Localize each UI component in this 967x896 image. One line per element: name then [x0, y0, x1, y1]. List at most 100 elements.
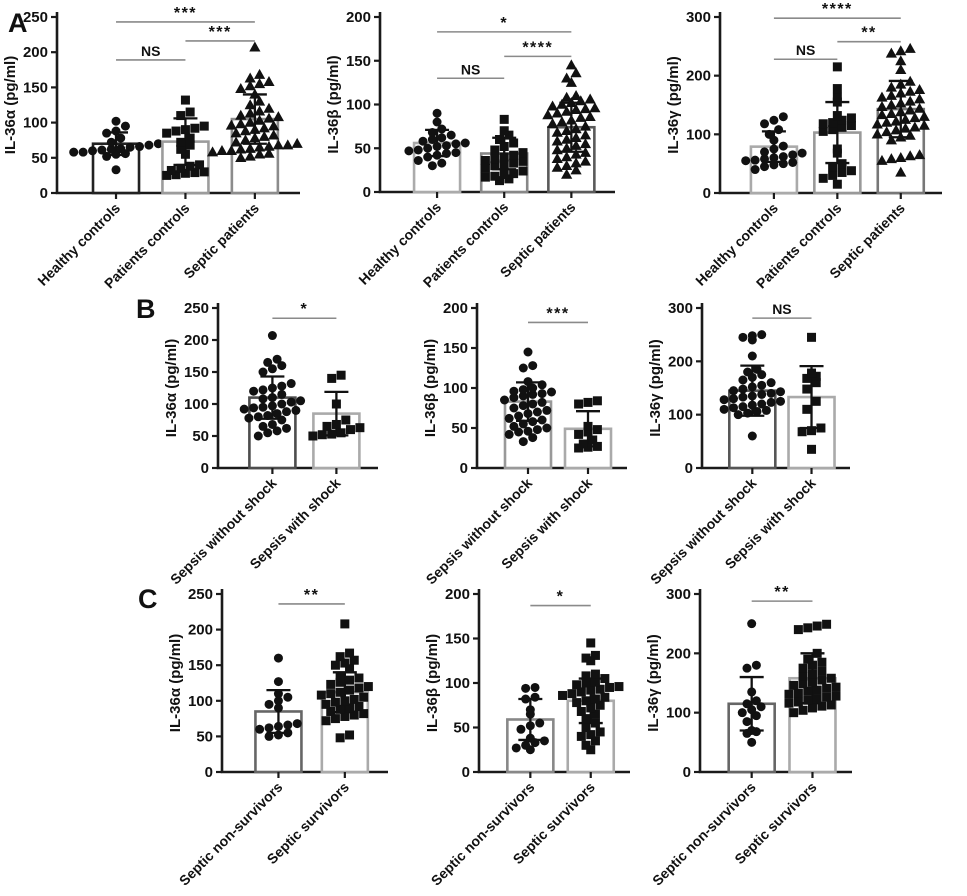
data-point [518, 401, 528, 411]
data-point [199, 121, 209, 131]
data-point [752, 406, 762, 416]
data-point [441, 141, 451, 151]
data-point [561, 124, 573, 135]
data-point [111, 126, 121, 136]
data-point [904, 75, 916, 86]
data-point [802, 373, 812, 383]
data-point [528, 361, 538, 371]
data-point [551, 135, 563, 146]
data-point [828, 125, 838, 135]
data-point [180, 149, 190, 159]
data-point [590, 709, 600, 719]
data-point [579, 155, 592, 166]
y-tick-label: 250 [23, 9, 48, 26]
data-point [793, 697, 803, 707]
y-tick-label: 50 [451, 420, 468, 437]
data-point [291, 405, 301, 415]
y-tick-label: 200 [346, 9, 371, 26]
data-point [750, 155, 760, 165]
data-point [537, 380, 547, 390]
data-point [761, 405, 771, 415]
data-point [258, 402, 268, 412]
data-point [590, 736, 600, 746]
data-point [757, 380, 767, 390]
data-point [69, 147, 79, 157]
data-point [267, 383, 277, 393]
data-point [321, 716, 331, 726]
data-point [579, 103, 592, 114]
data-point [561, 159, 573, 170]
data-point [282, 423, 291, 433]
data-point [738, 375, 748, 385]
data-point [807, 677, 817, 687]
chart-panel-b-2: 0 100 200 300 IL-36γ (pg/ml) Sepsis without s… [647, 300, 850, 587]
data-point [230, 127, 242, 138]
data-point [537, 397, 547, 407]
data-point [567, 689, 577, 699]
data-point [263, 147, 275, 158]
x-group-label: Sepsis without shock [423, 475, 536, 588]
y-tick-label: 0 [683, 764, 691, 781]
y-tick-label: 50 [453, 720, 470, 737]
data-point [574, 399, 584, 409]
data-point [818, 126, 828, 136]
data-point [803, 623, 813, 633]
data-point [330, 660, 340, 670]
significance-label: *** [174, 5, 197, 22]
data-point [899, 113, 912, 124]
x-group-label: Septic non-survivors [649, 779, 759, 889]
data-point [258, 130, 270, 141]
data-point [272, 111, 284, 122]
data-point [904, 42, 916, 53]
data-point [565, 114, 577, 125]
y-tick-label: 300 [668, 300, 693, 317]
y-tick-label: 50 [31, 150, 48, 167]
data-point [816, 423, 826, 433]
data-point [244, 116, 256, 127]
data-point [282, 407, 291, 417]
data-point [521, 694, 531, 704]
data-point [499, 142, 509, 151]
data-point [106, 137, 116, 147]
data-point [277, 361, 287, 371]
data-point [556, 98, 568, 109]
data-point [586, 745, 596, 755]
data-point [326, 679, 336, 689]
data-point [551, 126, 563, 137]
data-point [102, 151, 112, 161]
data-point [525, 705, 535, 715]
y-tick-label: 50 [354, 140, 371, 157]
data-point [249, 386, 259, 396]
data-point [895, 97, 907, 108]
y-tick-label: 150 [445, 631, 470, 648]
data-point [345, 730, 355, 740]
data-point [811, 396, 821, 406]
data-point [885, 153, 897, 164]
data-point [359, 692, 369, 702]
data-point [495, 176, 505, 186]
x-group-label: Septic non-survivors [176, 779, 286, 889]
data-point [230, 136, 242, 147]
data-point [499, 152, 509, 162]
data-point [595, 700, 605, 710]
data-point [326, 689, 336, 699]
data-point [480, 172, 490, 182]
data-point [583, 442, 593, 452]
data-point [345, 648, 355, 658]
data-point [518, 156, 528, 166]
data-point [363, 682, 373, 692]
data-point [340, 658, 350, 668]
data-point [846, 113, 856, 123]
data-point [802, 404, 812, 414]
data-point [551, 152, 563, 163]
data-point [267, 401, 277, 411]
data-point [742, 663, 752, 673]
data-point [551, 161, 563, 172]
data-point [885, 81, 897, 92]
data-point [581, 671, 591, 681]
data-point [769, 144, 779, 154]
data-point [574, 429, 584, 439]
data-point [153, 139, 163, 149]
data-point [561, 133, 573, 144]
data-point [432, 117, 442, 127]
